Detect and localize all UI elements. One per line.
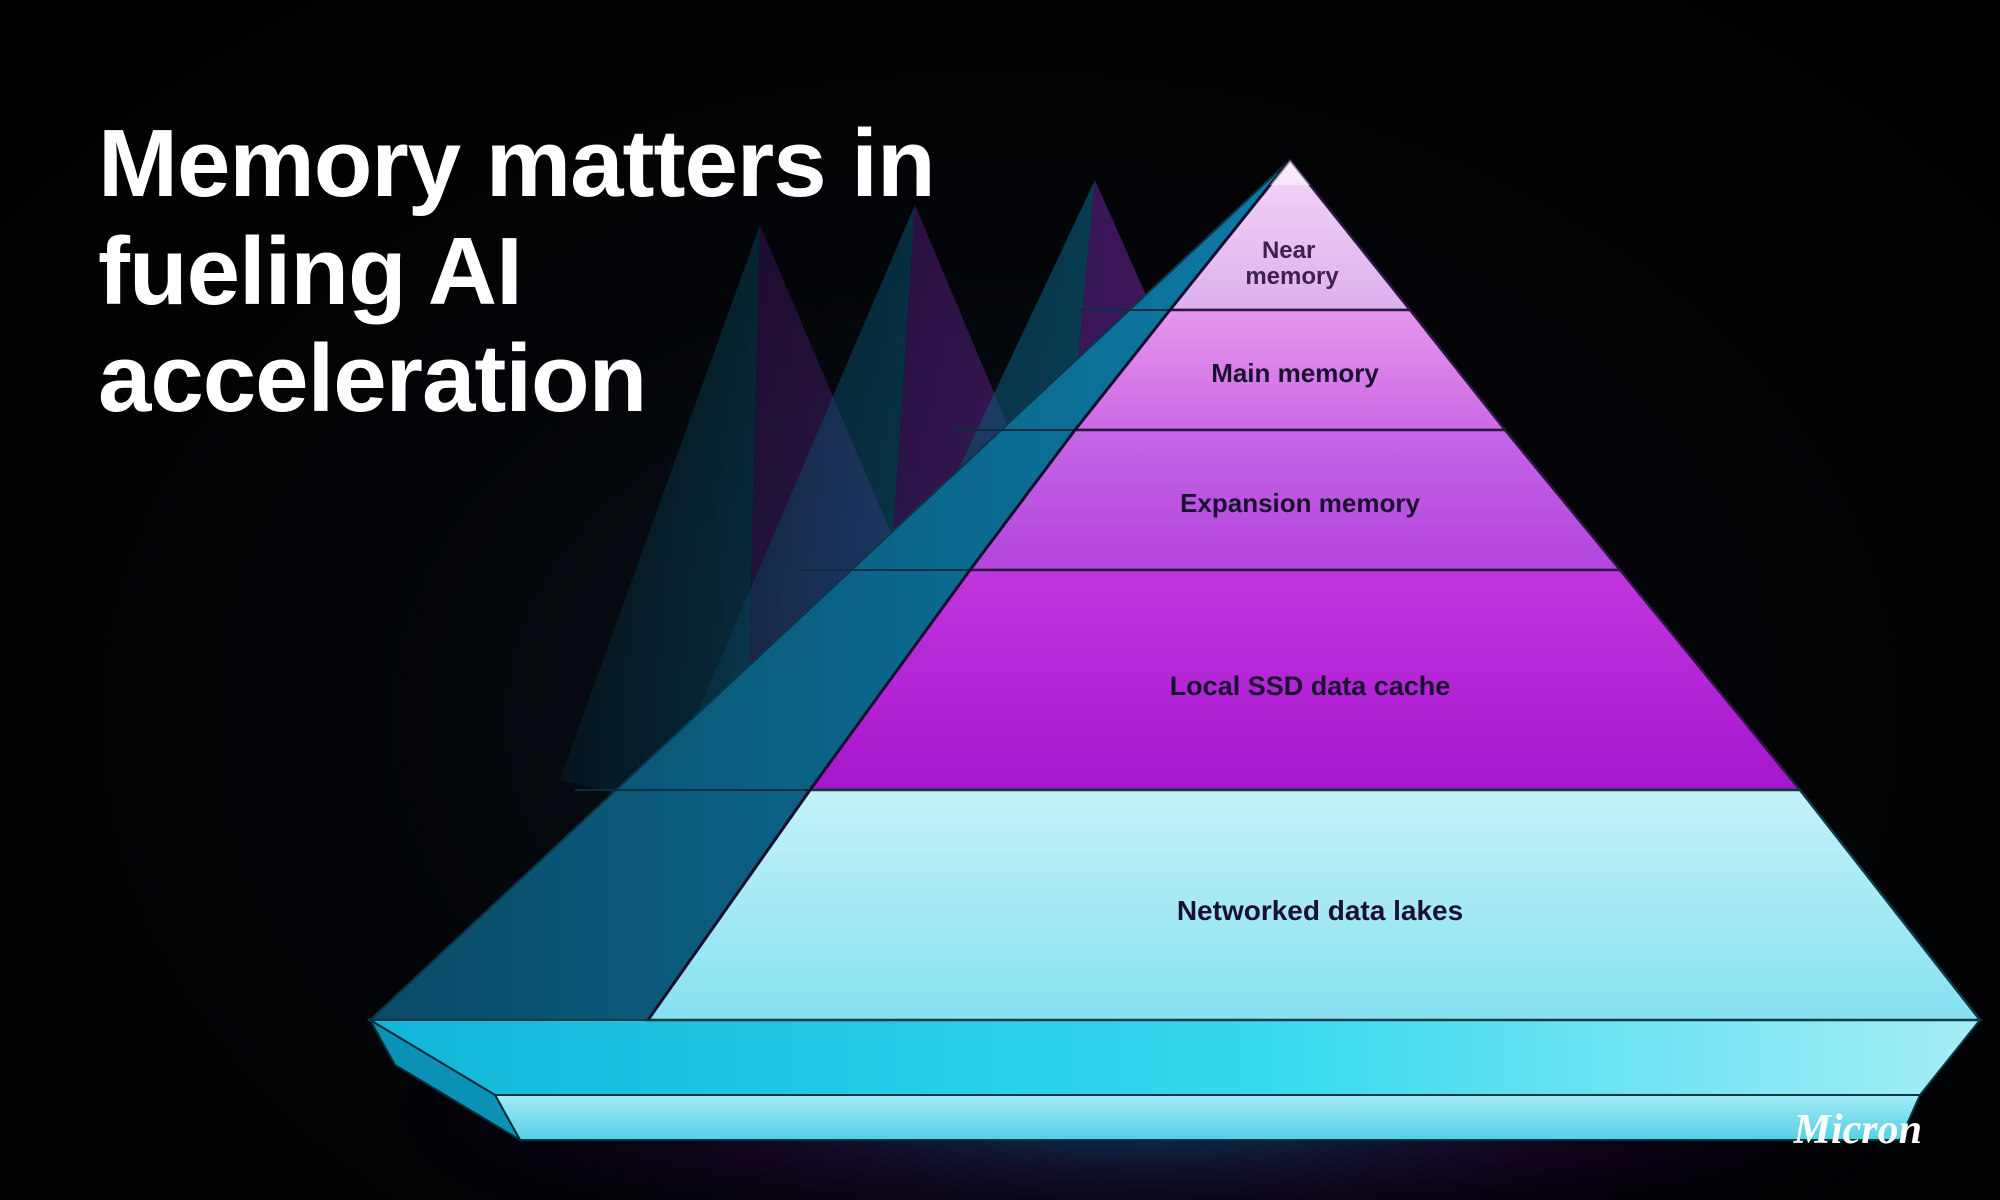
headline-line-1: Memory matters in [98,110,935,217]
headline-line-2: fueling AI [98,218,522,325]
headline: Memory matters in fueling AI acceleratio… [98,110,935,433]
tier-2-label: Main memory [1211,358,1379,388]
tier-1-label-a: Near [1262,237,1315,264]
base-plinth [370,1020,1980,1140]
micron-logo: Micron [1794,1106,1922,1154]
tier-1-label-b: memory [1245,263,1339,290]
tier-5-label: Networked data lakes [1177,895,1463,926]
tier-3-label: Expansion memory [1180,488,1420,518]
slide-stage: Near memory Main memory Expansion memory… [0,0,2000,1200]
tier-4-label: Local SSD data cache [1170,671,1451,701]
headline-line-3: acceleration [98,325,646,432]
logo-text: Micron [1794,1107,1922,1153]
